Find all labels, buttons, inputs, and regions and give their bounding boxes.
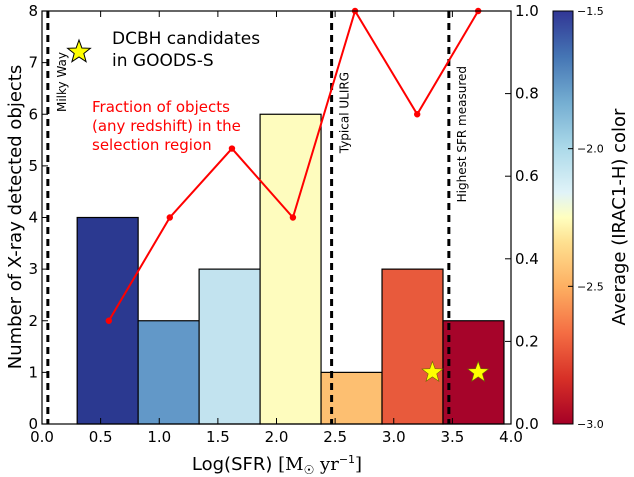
dcbh-stars <box>421 360 490 383</box>
vline-label-1: Typical ULIRG <box>338 72 352 154</box>
y-tick-label-0: 0 <box>28 415 38 433</box>
legend: DCBH candidates in GOODS-S <box>66 29 260 71</box>
x-axis-ticks: 0.0 0.5 1.0 1.5 2.0 2.5 3.0 3.5 4.0 <box>30 11 523 446</box>
fraction-annotation: Fraction of objects (any redshift) in th… <box>92 98 241 154</box>
x-tick-label-8: 4.0 <box>499 428 523 446</box>
fraction-annotation-line2: (any redshift) in the <box>92 117 241 135</box>
colorbar-ticks: −1.5 −2.0 −2.5 −3.0 <box>568 5 604 431</box>
fraction-point-1 <box>166 214 174 221</box>
legend-label-line1: DCBH candidates <box>112 29 260 49</box>
y-tick-label-6: 6 <box>28 105 38 123</box>
legend-star-icon <box>66 38 92 63</box>
x-tick-label-2: 1.0 <box>147 428 171 446</box>
colorbar-tick-label-2: −2.5 <box>577 280 604 293</box>
y2-axis-ticks: 0.0 0.2 0.4 0.6 0.8 1.0 <box>505 2 539 433</box>
vline-label-0: Milky Way <box>55 52 69 112</box>
histogram-bars <box>76 113 505 425</box>
histogram-bar-2 <box>198 268 261 425</box>
histogram-bar-5 <box>381 268 444 425</box>
y-tick-label-5: 5 <box>28 157 38 175</box>
x-tick-label-3: 1.5 <box>206 428 230 446</box>
y-axis-label: Number of X-ray detected objects <box>5 65 26 370</box>
y2-tick-label-4: 0.8 <box>515 85 539 103</box>
fraction-annotation-line3: selection region <box>92 136 212 154</box>
fraction-point-2 <box>228 145 236 152</box>
colorbar-tick-label-0: −1.5 <box>577 5 604 18</box>
y-tick-label-4: 4 <box>28 209 38 227</box>
y2-tick-label-0: 0.0 <box>515 415 539 433</box>
fraction-annotation-line1: Fraction of objects <box>92 98 230 116</box>
y-axis-ticks: 0 1 2 3 4 5 6 7 8 <box>28 2 48 433</box>
y-tick-label-2: 2 <box>28 312 38 330</box>
x-tick-label-1: 0.5 <box>89 428 113 446</box>
histogram-bar-1 <box>137 320 200 425</box>
colorbar-label: Average (IRAC1-H) color <box>609 108 630 325</box>
y-tick-label-7: 7 <box>28 54 38 72</box>
y2-tick-label-5: 1.0 <box>515 2 539 20</box>
colorbar-tick-label-3: −3.0 <box>577 418 604 431</box>
y-tick-label-8: 8 <box>28 2 38 20</box>
dcbh-star-0 <box>421 360 444 383</box>
histogram-bar-3 <box>259 113 322 425</box>
dcbh-star-1 <box>466 360 490 383</box>
y-tick-label-1: 1 <box>28 363 38 381</box>
fraction-point-5 <box>414 111 421 118</box>
y-tick-label-3: 3 <box>28 260 38 278</box>
vline-label-2: Highest SFR measured <box>455 66 469 202</box>
x-tick-label-5: 2.5 <box>323 428 347 446</box>
x-tick-label-7: 3.5 <box>440 428 464 446</box>
y2-tick-label-2: 0.4 <box>515 250 539 268</box>
y2-tick-label-3: 0.6 <box>515 167 539 185</box>
x-axis-label: Log(SFR) [M☉ yr−1] <box>192 453 362 477</box>
colorbar-tick-label-1: −2.0 <box>577 143 604 156</box>
legend-label-line2: in GOODS-S <box>112 51 214 71</box>
x-tick-label-6: 3.0 <box>382 428 406 446</box>
y2-tick-label-1: 0.2 <box>515 332 539 350</box>
colorbar <box>552 10 574 425</box>
x-tick-label-4: 2.0 <box>265 428 289 446</box>
fraction-point-0 <box>105 317 113 324</box>
fraction-point-3 <box>289 214 297 221</box>
x-tick-label-0: 0.0 <box>30 428 54 446</box>
